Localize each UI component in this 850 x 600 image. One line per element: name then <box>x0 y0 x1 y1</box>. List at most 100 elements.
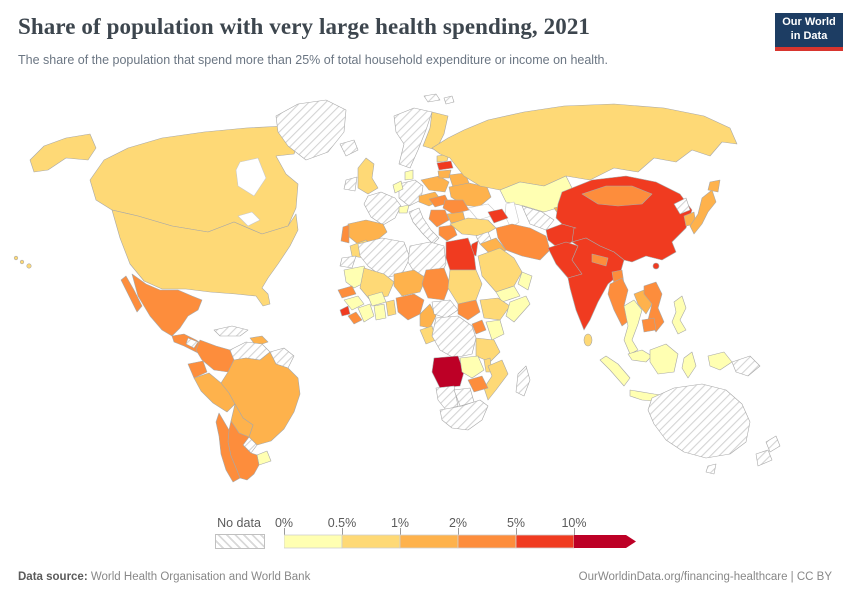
country-brazil[interactable] <box>220 351 301 446</box>
country-alaska[interactable] <box>29 133 97 173</box>
country-greece[interactable] <box>438 224 458 242</box>
country-guinea[interactable] <box>343 295 365 311</box>
legend-bin-2[interactable] <box>399 534 459 549</box>
country-western-sahara[interactable] <box>339 255 357 269</box>
country-sudan[interactable] <box>447 269 483 305</box>
legend-bin-4[interactable] <box>515 534 575 549</box>
country-japan-hokkaido[interactable] <box>707 179 721 193</box>
country-togo-benin[interactable] <box>385 299 397 317</box>
country-latvia[interactable] <box>436 160 454 171</box>
country-south-africa[interactable] <box>439 399 489 431</box>
country-malaysia[interactable] <box>627 349 653 363</box>
country-niger[interactable] <box>393 269 427 297</box>
country-zimbabwe[interactable] <box>467 375 489 393</box>
country-madagascar[interactable] <box>515 365 531 397</box>
country-italy[interactable] <box>408 207 440 245</box>
country-central-african-republic[interactable] <box>431 299 459 319</box>
country-chile[interactable] <box>215 412 241 483</box>
country-iran[interactable] <box>495 223 551 261</box>
country-hainan[interactable] <box>652 262 660 270</box>
country-new-zealand[interactable] <box>755 449 773 467</box>
country-japan[interactable] <box>689 189 717 235</box>
country-mexico[interactable] <box>131 273 203 337</box>
country-ireland[interactable] <box>343 176 358 192</box>
country-hawaii[interactable] <box>19 259 25 265</box>
country-russia[interactable] <box>431 103 738 191</box>
legend-bin-5-arrow[interactable] <box>574 535 636 548</box>
country-iceland[interactable] <box>339 139 359 157</box>
country-balkans[interactable] <box>428 209 450 228</box>
country-india[interactable] <box>567 237 625 331</box>
country-south-sudan[interactable] <box>457 299 481 321</box>
country-cuba[interactable] <box>213 325 249 337</box>
country-poland[interactable] <box>420 175 450 193</box>
country-indonesia-sulawesi[interactable] <box>681 351 697 379</box>
country-new-zealand[interactable] <box>765 435 781 453</box>
country-png[interactable] <box>731 355 761 377</box>
country-cambodia[interactable] <box>641 317 657 333</box>
country-cote-divoire[interactable] <box>357 303 375 323</box>
owid-logo[interactable]: Our World in Data <box>775 13 843 51</box>
country-hawaii[interactable] <box>26 263 32 269</box>
country-greenland[interactable] <box>275 99 347 161</box>
country-tanzania[interactable] <box>475 337 501 363</box>
country-namibia[interactable] <box>435 385 459 411</box>
legend-no-data-swatch[interactable] <box>215 534 265 549</box>
country-spain[interactable] <box>347 219 388 246</box>
legend-bin-3[interactable] <box>457 534 517 549</box>
country-scandinavia[interactable] <box>393 107 433 169</box>
country-svalbard[interactable] <box>423 93 441 103</box>
country-cameroon[interactable] <box>419 303 437 329</box>
country-angola[interactable] <box>431 355 465 389</box>
country-australia[interactable] <box>647 383 751 459</box>
country-zambia[interactable] <box>459 355 485 379</box>
legend-bin-0[interactable] <box>283 534 343 549</box>
country-honduras[interactable] <box>185 337 199 349</box>
country-france[interactable] <box>363 191 402 226</box>
country-somalia[interactable] <box>505 295 531 323</box>
country-svalbard[interactable] <box>443 95 455 105</box>
country-uganda[interactable] <box>471 319 487 335</box>
country-caucasus[interactable] <box>487 208 509 224</box>
country-australia-tasmania[interactable] <box>705 463 717 475</box>
legend-bin-1[interactable] <box>341 534 401 549</box>
country-nepal[interactable] <box>591 253 609 267</box>
country-indonesia-sumatra[interactable] <box>599 355 631 387</box>
country-saudi-arabia[interactable] <box>477 247 523 293</box>
country-turkmenistan[interactable] <box>521 205 555 231</box>
country-ethiopia[interactable] <box>479 297 511 321</box>
country-sierra-leone[interactable] <box>339 305 351 317</box>
country-mozambique[interactable] <box>483 359 509 401</box>
country-laos[interactable] <box>633 289 653 315</box>
country-thailand[interactable] <box>623 299 643 355</box>
country-benelux[interactable] <box>392 180 404 194</box>
footer-link[interactable]: OurWorldinData.org/financing-healthcare … <box>578 571 832 583</box>
country-chad[interactable] <box>421 267 451 301</box>
country-mexico-baja[interactable] <box>120 275 143 313</box>
country-uruguay[interactable] <box>256 450 272 466</box>
country-oman[interactable] <box>517 271 533 291</box>
country-philippines[interactable] <box>671 295 687 335</box>
country-indonesia-papua[interactable] <box>707 351 733 371</box>
country-portugal[interactable] <box>340 224 350 244</box>
country-hawaii[interactable] <box>13 255 19 261</box>
country-yemen[interactable] <box>495 285 521 303</box>
country-egypt[interactable] <box>445 237 477 271</box>
country-ecuador[interactable] <box>187 360 208 379</box>
country-senegal[interactable] <box>337 285 357 299</box>
country-indonesia-borneo[interactable] <box>649 343 679 375</box>
country-liberia[interactable] <box>347 311 363 325</box>
country-kenya[interactable] <box>485 319 505 341</box>
country-ghana[interactable] <box>373 303 387 321</box>
country-usa[interactable] <box>111 209 299 307</box>
country-mali[interactable] <box>359 267 395 301</box>
country-uk[interactable] <box>357 157 379 195</box>
country-sri-lanka[interactable] <box>583 333 593 347</box>
country-drc[interactable] <box>431 315 477 359</box>
country-switzerland[interactable] <box>398 204 410 214</box>
country-north-korea[interactable] <box>673 197 691 215</box>
legend-color-bar[interactable] <box>283 528 644 554</box>
country-lithuania[interactable] <box>437 169 452 179</box>
country-denmark[interactable] <box>404 169 414 181</box>
country-mongolia[interactable] <box>581 185 653 207</box>
